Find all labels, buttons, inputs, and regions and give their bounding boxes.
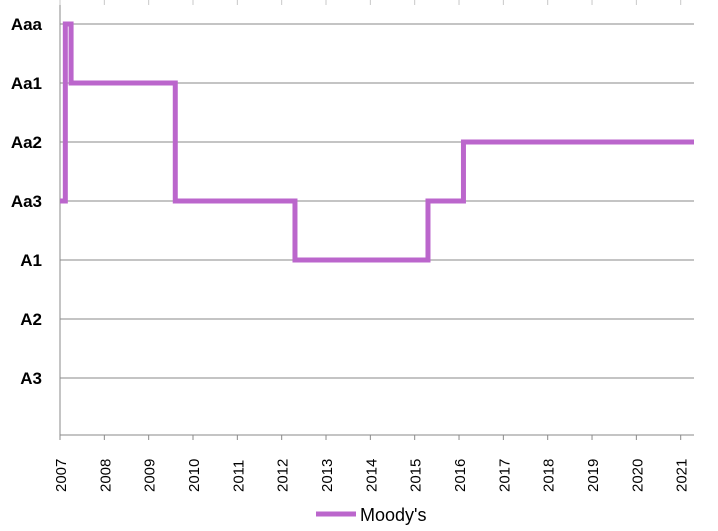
x-tick-label-2008: 2008 <box>97 459 114 492</box>
x-tick-label-2010: 2010 <box>186 459 203 492</box>
x-tick-label-2009: 2009 <box>142 459 159 492</box>
x-tick-label-2011: 2011 <box>230 460 247 492</box>
y-tick-label-a2: A2 <box>20 310 42 329</box>
x-tick-label-2016: 2016 <box>452 459 469 492</box>
series-line-moodys <box>60 21 694 263</box>
x-tick-label-2014: 2014 <box>363 459 380 492</box>
y-axis-ticks: Aaa Aa1 Aa2 Aa3 A1 A2 A3 <box>11 15 43 388</box>
x-tick-label-2020: 2020 <box>629 459 646 492</box>
y-tick-label-aa3: Aa3 <box>11 192 42 211</box>
x-tick-label-2018: 2018 <box>541 459 558 492</box>
y-tick-label-aa2: Aa2 <box>11 133 42 152</box>
x-axis-ticks: 2007 2008 2009 2010 2011 2012 2013 2014 2015 2016… <box>53 0 691 492</box>
y-tick-label-aa1: Aa1 <box>11 74 42 93</box>
x-tick-label-2012: 2012 <box>275 459 292 492</box>
x-tick-label-2017: 2017 <box>496 459 513 492</box>
x-tick-label-2019: 2019 <box>585 459 602 492</box>
x-tick-label-2015: 2015 <box>408 459 425 492</box>
legend-label-moodys: Moody's <box>360 505 426 525</box>
series-layer <box>60 21 694 263</box>
legend: Moody's <box>316 505 426 525</box>
y-tick-label-a1: A1 <box>20 251 42 270</box>
y-tick-label-aaa: Aaa <box>11 15 43 34</box>
x-tick-label-2007: 2007 <box>53 459 70 492</box>
y-tick-label-a3: A3 <box>20 369 42 388</box>
x-tick-label-2013: 2013 <box>319 459 336 492</box>
x-tick-label-2021: 2021 <box>674 459 691 492</box>
grid-lines <box>59 0 694 436</box>
